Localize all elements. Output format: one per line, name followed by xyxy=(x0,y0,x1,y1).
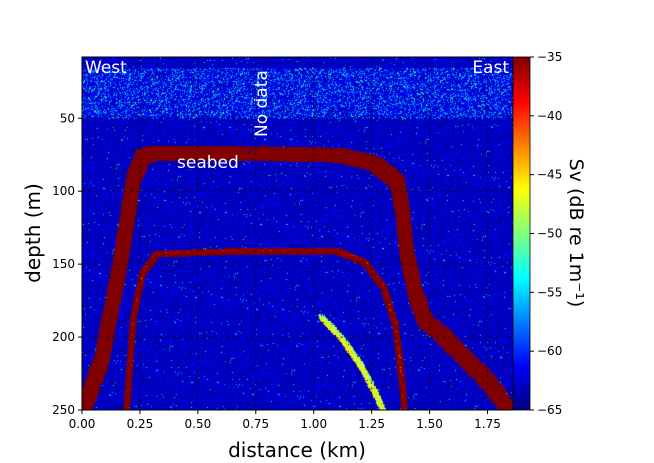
colorbar-tick-label: −50 xyxy=(537,227,562,241)
x-tick-label: 1.00 xyxy=(300,417,327,431)
colorbar-tick-label: −60 xyxy=(537,344,562,358)
x-tick-label: 1.25 xyxy=(358,417,385,431)
colorbar-axis: −35 −40 −45 −50 −55 −60 −65 xyxy=(530,50,562,417)
y-tick-label: 200 xyxy=(52,330,75,344)
colorbar-tick-label: −40 xyxy=(537,109,562,123)
colorbar xyxy=(512,56,531,411)
x-tick-label: 1.50 xyxy=(416,417,443,431)
annotation-seabed: seabed xyxy=(177,153,239,173)
plot-area: West East seabed No data xyxy=(82,57,513,410)
colorbar-tick-label: −35 xyxy=(537,50,562,64)
x-tick-label: 1.75 xyxy=(474,417,501,431)
x-axis-label: distance (km) xyxy=(228,438,366,462)
y-axis-label: depth (m) xyxy=(21,183,45,283)
colorbar-tick-label: −55 xyxy=(537,285,562,299)
y-tick-label: 250 xyxy=(52,403,75,417)
y-axis: 50 100 150 200 250 xyxy=(52,111,82,417)
y-tick-label: 150 xyxy=(52,257,75,271)
x-tick-label: 0.50 xyxy=(185,417,212,431)
grid-lines xyxy=(81,57,513,410)
y-tick-label: 100 xyxy=(52,184,75,198)
y-tick-label: 50 xyxy=(60,111,75,125)
x-tick-label: 0.75 xyxy=(242,417,269,431)
annotation-west: West xyxy=(85,58,127,78)
x-axis: 0.00 0.25 0.50 0.75 1.00 1.25 1.50 1.75 xyxy=(69,410,501,431)
echogram-heatmap xyxy=(82,57,513,410)
colorbar-label: Sv (dB re 1m⁻¹) xyxy=(565,159,587,308)
annotation-east: East xyxy=(472,58,509,78)
x-tick-label: 0.25 xyxy=(127,417,154,431)
x-tick-label: 0.00 xyxy=(69,417,96,431)
colorbar-tick-label: −65 xyxy=(537,403,562,417)
plot-frame xyxy=(81,56,514,411)
colorbar-tick-label: −45 xyxy=(537,168,562,182)
